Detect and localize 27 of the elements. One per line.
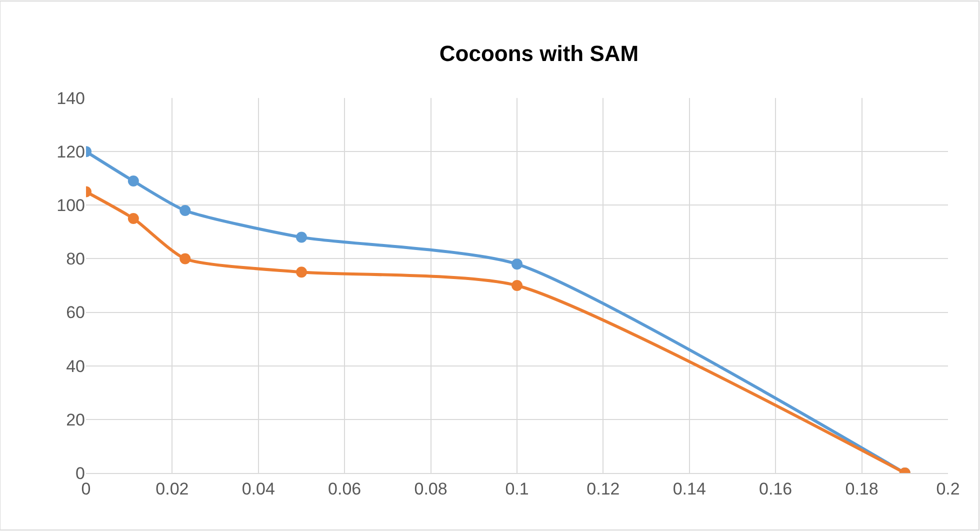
point: [180, 253, 191, 264]
y-tick-label: 20: [66, 410, 85, 430]
x-tick-label: 0.1: [505, 479, 529, 498]
y-tick-label: 140: [56, 88, 85, 108]
y-tick-label: 60: [66, 303, 85, 322]
chart-title: Cocoons with SAM: [439, 40, 639, 66]
x-tick-label: 0.2: [936, 479, 960, 498]
x-tick-label: 0.14: [672, 479, 706, 498]
x-tick-label: 0.12: [586, 479, 620, 498]
x-tick-label: 0.18: [845, 479, 878, 498]
point: [512, 258, 522, 270]
x-tick-label: 0.04: [242, 479, 275, 498]
y-tick-label: 120: [56, 142, 85, 162]
y-tick-label: 40: [66, 356, 85, 376]
x-tick-label: 0.16: [759, 479, 792, 498]
point: [296, 266, 307, 278]
x-tick-label: 0.02: [156, 479, 189, 498]
y-tick-label: 100: [56, 196, 85, 216]
x-tick-label: 0.06: [328, 479, 362, 498]
point: [128, 213, 139, 224]
point: [296, 232, 307, 243]
y-tick-label: 0: [76, 464, 85, 483]
y-tick-label: 80: [66, 250, 85, 269]
point: [180, 205, 191, 216]
point: [128, 176, 139, 187]
point: [512, 280, 522, 291]
x-tick-label: 0.08: [414, 479, 448, 498]
